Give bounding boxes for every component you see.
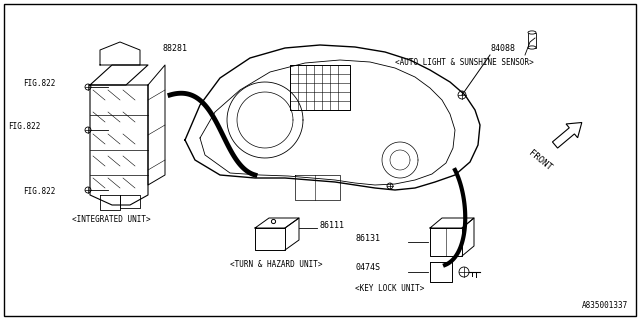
Text: FIG.822: FIG.822 — [8, 122, 40, 131]
Bar — [290, 65, 350, 110]
Text: <KEY LOCK UNIT>: <KEY LOCK UNIT> — [355, 284, 424, 293]
Text: 84088: 84088 — [490, 44, 515, 52]
Text: A835001337: A835001337 — [582, 301, 628, 310]
Text: <AUTO LIGHT & SUNSHINE SENSOR>: <AUTO LIGHT & SUNSHINE SENSOR> — [395, 58, 534, 67]
Ellipse shape — [528, 31, 536, 34]
Text: 0474S: 0474S — [355, 263, 380, 273]
Text: 86131: 86131 — [355, 234, 380, 243]
Text: 88281: 88281 — [162, 44, 187, 52]
Bar — [528, 33, 536, 47]
Ellipse shape — [528, 46, 536, 49]
Text: FIG.822: FIG.822 — [23, 187, 56, 196]
Text: <TURN & HAZARD UNIT>: <TURN & HAZARD UNIT> — [230, 260, 323, 269]
Text: FIG.822: FIG.822 — [23, 79, 56, 88]
Text: 86111: 86111 — [319, 220, 344, 229]
Text: FRONT: FRONT — [527, 149, 554, 173]
Text: <INTEGRATED UNIT>: <INTEGRATED UNIT> — [72, 215, 150, 224]
